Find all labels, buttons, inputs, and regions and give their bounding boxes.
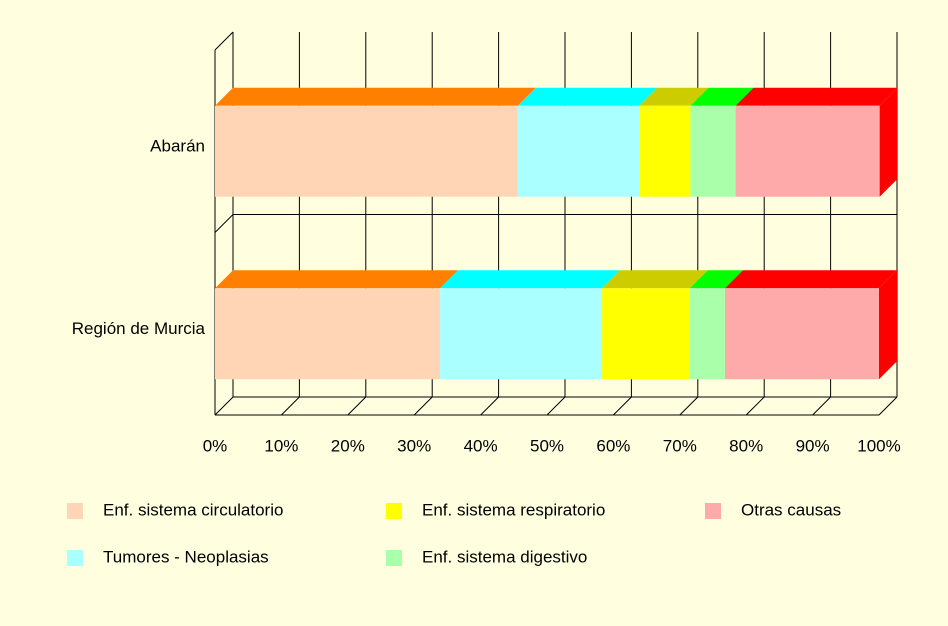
bar [215,288,441,380]
legend-label: Enf. sistema circulatorio [103,500,283,519]
y-tick-label: Abarán [150,137,205,156]
bar [735,105,880,197]
legend-swatch [705,503,721,519]
grid-line [480,396,499,416]
grid-line [281,396,300,416]
bar [689,288,725,380]
legend-label: Tumores - Neoplasias [103,547,269,566]
x-tick-label: 60% [596,436,630,455]
bar [517,105,640,197]
legend-swatch [386,550,402,566]
legend-swatch [67,550,83,566]
legend-label: Otras causas [741,500,841,519]
grid-line [613,396,632,416]
x-tick-label: 90% [796,436,830,455]
grid-line [546,396,566,416]
bar [602,288,690,380]
bar-side [879,270,897,380]
bar-top [689,270,743,289]
x-tick-label: 20% [331,436,365,455]
bar-top [215,87,536,106]
grid-line [214,396,234,416]
bar-top [517,87,658,106]
legend-swatch [67,503,83,519]
bar-top [735,87,898,106]
bar [690,105,736,197]
legend-swatch [386,503,402,519]
x-tick-label: 40% [464,436,498,455]
x-tick-label: 10% [264,436,298,455]
bar-top [724,270,897,289]
bar [440,288,603,380]
category-separator [214,214,234,233]
bar-top [440,270,621,289]
bar [639,105,691,197]
x-tick-label: 30% [397,436,431,455]
grid-line [679,396,699,416]
x-tick-label: 70% [663,436,697,455]
x-tick-label: 80% [729,436,763,455]
x-tick-label: 50% [530,436,564,455]
grid-line [413,396,433,416]
grid-line [812,396,831,416]
bar-top [639,87,709,106]
grid-line [347,396,367,416]
grid-line [745,396,765,416]
axis-line [214,31,234,51]
bar-top [690,87,754,106]
x-tick-label: 100% [857,436,900,455]
x-tick-label: 0% [203,436,228,455]
bar [215,105,518,197]
grid-line [878,396,898,416]
bar-top [602,270,708,289]
bar [724,288,879,380]
bar-top [215,270,459,289]
legend-label: Enf. sistema respiratorio [422,500,605,519]
y-tick-label: Región de Murcia [72,319,206,338]
legend-label: Enf. sistema digestivo [422,547,587,566]
bar-side [879,87,898,197]
